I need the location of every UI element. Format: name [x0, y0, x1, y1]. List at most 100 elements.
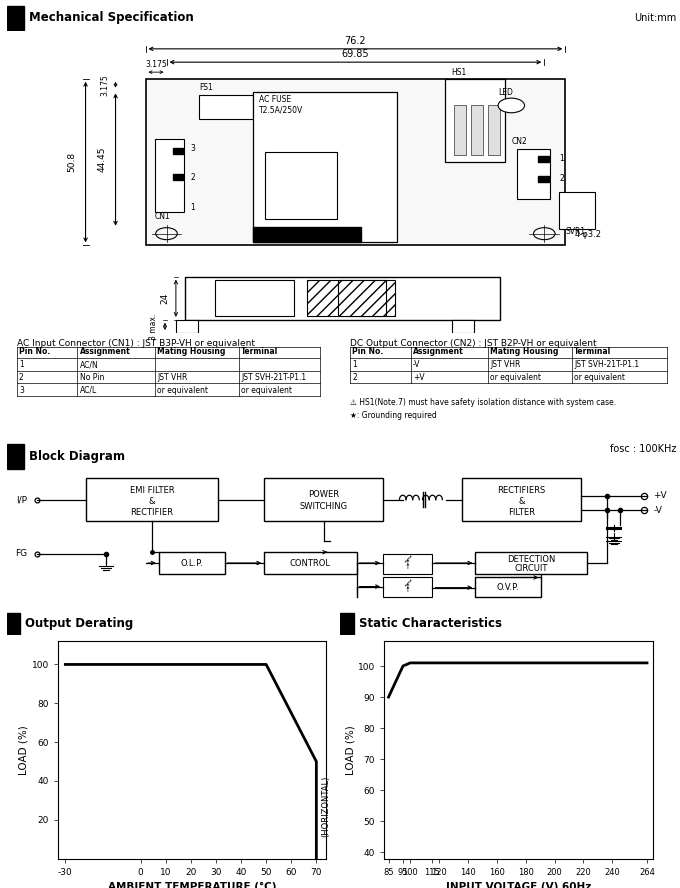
Text: JST SVH-21T-P1.1: JST SVH-21T-P1.1	[575, 360, 639, 369]
Bar	[559, 192, 595, 228]
Text: 1: 1	[559, 155, 564, 163]
Bar	[86, 478, 218, 521]
Text: Pin No.: Pin No.	[19, 347, 50, 356]
Text: ↑: ↑	[405, 587, 410, 593]
Text: 24: 24	[160, 293, 169, 304]
X-axis label: AMBIENT TEMPERATURE (°C): AMBIENT TEMPERATURE (°C)	[108, 883, 276, 888]
Bar	[265, 152, 337, 218]
Text: -V: -V	[653, 506, 662, 515]
Text: DETECTION: DETECTION	[507, 555, 556, 564]
Text: FS1: FS1	[199, 83, 214, 92]
Text: AC FUSE: AC FUSE	[260, 95, 292, 104]
Y-axis label: LOAD (%): LOAD (%)	[19, 725, 29, 775]
Circle shape	[498, 98, 524, 113]
Bar	[173, 147, 184, 154]
Text: Terminal: Terminal	[241, 347, 278, 356]
Text: ★: Grounding required: ★: Grounding required	[350, 411, 437, 420]
Text: Pin No.: Pin No.	[352, 347, 384, 356]
Text: Mating Housing: Mating Housing	[490, 347, 558, 356]
Text: No Pin: No Pin	[80, 373, 104, 382]
Bar	[7, 6, 24, 30]
Bar	[7, 613, 20, 634]
Text: or equivalent: or equivalent	[241, 385, 292, 394]
Text: Static Characteristics: Static Characteristics	[359, 617, 502, 630]
Bar	[146, 79, 565, 245]
Text: 44.45: 44.45	[97, 147, 107, 172]
Text: JST SVH-21T-P1.1: JST SVH-21T-P1.1	[241, 373, 306, 382]
Text: I/P: I/P	[16, 496, 27, 504]
Text: EMI FILTER: EMI FILTER	[130, 486, 175, 496]
Text: -V: -V	[413, 360, 420, 369]
Bar	[445, 79, 505, 163]
Text: +V: +V	[653, 491, 667, 501]
Text: CN1: CN1	[154, 211, 170, 221]
Text: RECTIFIERS: RECTIFIERS	[497, 486, 545, 496]
Text: 2: 2	[19, 373, 24, 382]
Text: O.L.P.: O.L.P.	[180, 559, 203, 567]
Bar	[307, 280, 395, 316]
Text: or equivalent: or equivalent	[490, 373, 541, 382]
Bar	[176, 320, 198, 333]
Bar	[154, 139, 184, 212]
Text: 76.2: 76.2	[345, 36, 367, 45]
Text: Mechanical Specification: Mechanical Specification	[29, 12, 194, 24]
Text: POWER: POWER	[308, 489, 339, 499]
Bar	[462, 478, 581, 521]
Bar	[265, 478, 383, 521]
Bar	[383, 554, 432, 574]
Bar	[454, 106, 466, 155]
Bar	[452, 320, 474, 333]
Y-axis label: LOAD (%): LOAD (%)	[345, 725, 355, 775]
Text: 2: 2	[559, 174, 564, 183]
Bar	[340, 613, 354, 634]
Text: O.V.P.: O.V.P.	[497, 583, 520, 592]
Bar	[265, 552, 356, 574]
Text: (HORIZONTAL): (HORIZONTAL)	[322, 775, 330, 836]
Text: /: /	[403, 554, 411, 565]
Text: Terminal: Terminal	[575, 347, 611, 356]
Text: or equivalent: or equivalent	[575, 373, 626, 382]
Text: /: /	[403, 578, 411, 588]
Text: 2: 2	[352, 373, 357, 382]
Text: 3: 3	[19, 385, 24, 394]
Bar	[185, 277, 500, 320]
Text: ↑: ↑	[405, 583, 410, 590]
Text: FG: FG	[15, 550, 27, 559]
Bar	[383, 577, 432, 598]
Text: 1: 1	[190, 202, 195, 211]
Text: Assignment: Assignment	[413, 347, 464, 356]
Text: AC Input Connector (CN1) : JST B3P-VH or equivalent: AC Input Connector (CN1) : JST B3P-VH or…	[17, 339, 255, 348]
Bar	[158, 552, 224, 574]
Text: Block Diagram: Block Diagram	[29, 450, 125, 463]
Text: &: &	[518, 497, 525, 506]
Text: Assignment: Assignment	[80, 347, 131, 356]
Text: Unit:mm: Unit:mm	[634, 12, 677, 23]
Text: 2: 2	[190, 172, 195, 181]
Text: CN2: CN2	[511, 137, 527, 146]
Bar	[539, 176, 549, 182]
Text: 69.85: 69.85	[341, 49, 369, 59]
Bar	[254, 227, 361, 242]
Bar	[475, 552, 588, 574]
Text: 4-φ3.2: 4-φ3.2	[574, 230, 601, 239]
Bar	[475, 577, 541, 598]
Bar	[338, 280, 386, 316]
Text: 3.175: 3.175	[145, 59, 167, 69]
Text: &: &	[149, 497, 155, 506]
Text: 3 max.: 3 max.	[150, 313, 158, 339]
Text: 3: 3	[190, 144, 195, 154]
Text: FILTER: FILTER	[508, 508, 535, 517]
Bar	[539, 156, 549, 163]
Text: RECTIFIER: RECTIFIER	[131, 508, 173, 517]
Text: SWITCHING: SWITCHING	[300, 503, 347, 511]
Text: or equivalent: or equivalent	[157, 385, 208, 394]
Text: CONTROL: CONTROL	[290, 559, 331, 567]
Bar	[199, 95, 254, 119]
Bar	[173, 174, 184, 180]
Text: AC/N: AC/N	[80, 360, 98, 369]
Text: SVR1: SVR1	[565, 226, 585, 235]
X-axis label: INPUT VOLTAGE (V) 60Hz: INPUT VOLTAGE (V) 60Hz	[446, 883, 591, 888]
Bar	[7, 444, 24, 469]
Text: CIRCUIT: CIRCUIT	[515, 564, 548, 573]
Bar	[471, 106, 483, 155]
